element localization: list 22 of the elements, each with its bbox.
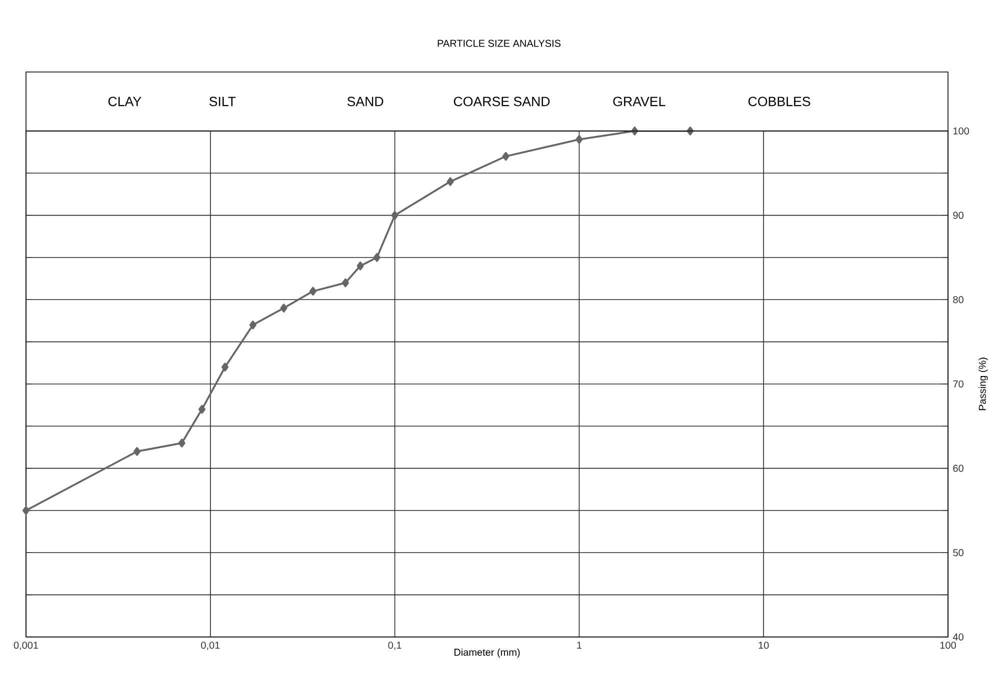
x-tick-label: 1 xyxy=(577,642,582,649)
y-tick-label: 60 xyxy=(953,464,964,472)
text: COARSE SAND xyxy=(454,96,550,106)
y-tick-label: 80 xyxy=(953,296,964,304)
y-axis-title: Passing (%) xyxy=(978,358,988,410)
chart-title: PARTICLE SIZE ANALYSIS xyxy=(438,40,561,47)
text: COBBLES xyxy=(748,96,810,106)
text: SILT xyxy=(209,96,236,106)
y-tick-label: 40 xyxy=(952,633,964,641)
x-tick-label: 10 xyxy=(758,642,769,649)
y-tick-label: 100 xyxy=(953,127,969,135)
y-tick-label: 50 xyxy=(953,549,964,556)
x-tick-label: 0,1 xyxy=(388,642,402,650)
x-tick-label: 100 xyxy=(940,642,956,649)
text: CLAY xyxy=(108,96,142,106)
x-axis-title: Diameter (mm) xyxy=(454,648,520,658)
text: SAND xyxy=(347,96,384,106)
x-tick-label: 0,001 xyxy=(14,642,38,650)
y-tick-label: 70 xyxy=(953,380,964,388)
y-tick-label: 90 xyxy=(953,212,964,219)
text: GRAVEL xyxy=(613,96,666,106)
x-tick-label: 0,01 xyxy=(201,642,220,650)
